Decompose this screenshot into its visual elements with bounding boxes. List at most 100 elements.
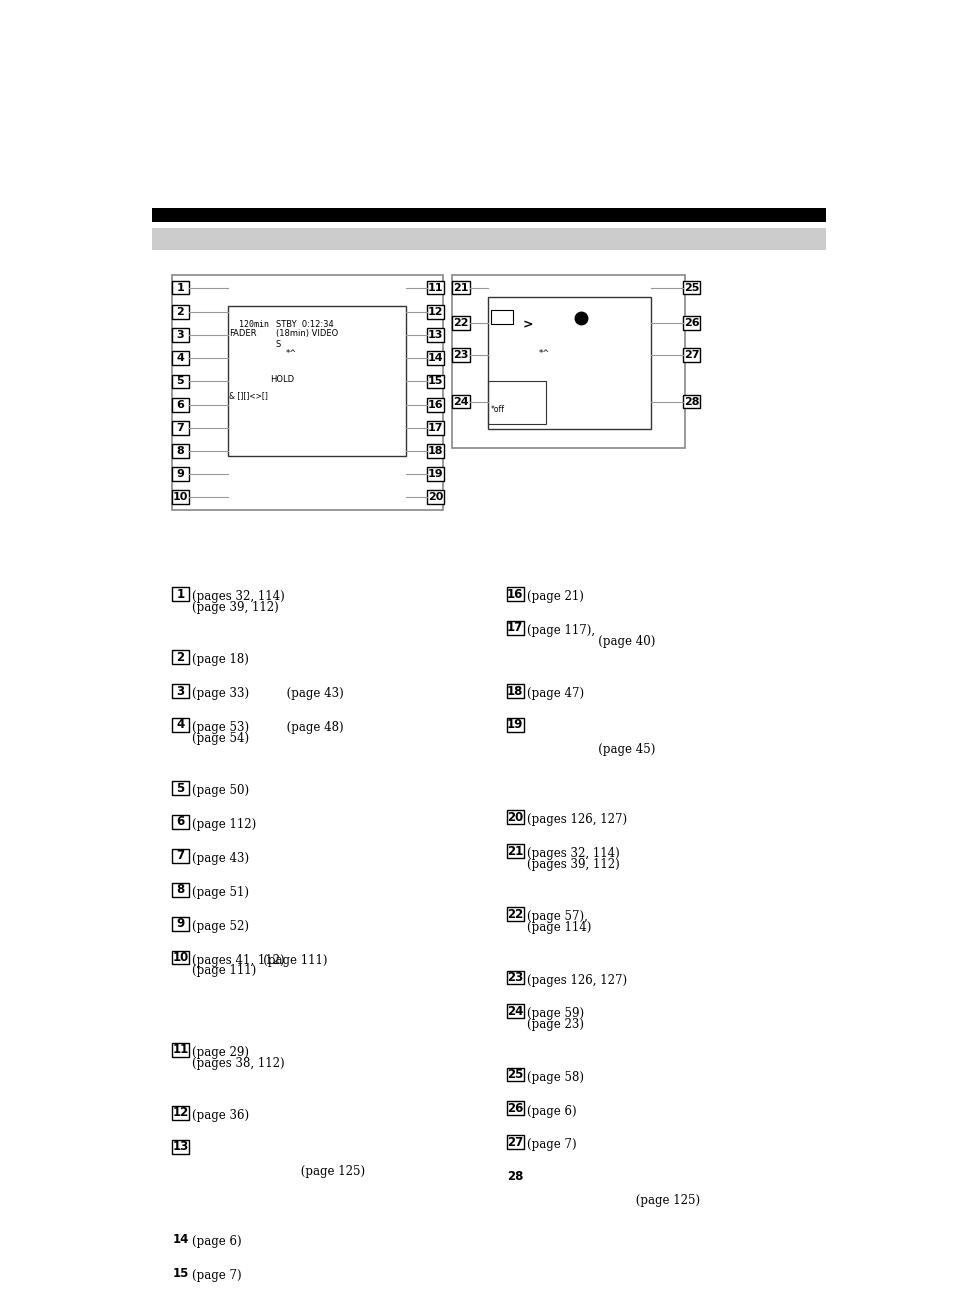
Text: 25: 25 xyxy=(507,1068,523,1081)
Text: STBY  0:12:34: STBY 0:12:34 xyxy=(275,320,334,329)
Bar xyxy=(172,352,189,365)
Bar xyxy=(427,352,443,365)
Text: FADER: FADER xyxy=(229,329,256,338)
Bar xyxy=(506,587,523,601)
Bar xyxy=(172,1141,189,1154)
Bar xyxy=(172,275,443,511)
Bar xyxy=(427,466,443,481)
Bar xyxy=(172,1105,189,1120)
Bar xyxy=(427,374,443,388)
Bar xyxy=(427,305,443,320)
Text: 2: 2 xyxy=(176,307,184,317)
Bar xyxy=(682,316,700,330)
Text: (page 51): (page 51) xyxy=(192,886,249,899)
Text: (18min) VIDEO: (18min) VIDEO xyxy=(275,329,337,338)
Text: *^: *^ xyxy=(537,349,549,359)
Text: (page 52): (page 52) xyxy=(192,920,249,933)
Text: 22: 22 xyxy=(453,318,468,327)
Text: 4: 4 xyxy=(176,353,184,364)
Text: 7: 7 xyxy=(176,422,184,433)
Text: (page 6): (page 6) xyxy=(192,1235,241,1248)
Text: (page 7): (page 7) xyxy=(526,1138,576,1151)
Bar xyxy=(682,395,700,408)
Bar xyxy=(682,348,700,362)
Text: 11: 11 xyxy=(427,283,443,292)
Text: (pages 39, 112): (pages 39, 112) xyxy=(526,859,619,872)
Bar xyxy=(506,811,523,825)
Bar xyxy=(506,908,523,921)
Text: (page 111): (page 111) xyxy=(192,953,327,966)
Text: (page 39, 112): (page 39, 112) xyxy=(192,601,278,614)
Text: 14: 14 xyxy=(427,353,443,364)
Text: 11: 11 xyxy=(172,1043,189,1056)
Text: 10: 10 xyxy=(172,951,189,964)
Bar xyxy=(172,917,189,930)
Bar xyxy=(506,1135,523,1150)
Text: (page 111): (page 111) xyxy=(192,964,256,977)
Bar xyxy=(152,208,825,222)
Bar xyxy=(172,329,189,342)
Text: 4: 4 xyxy=(176,718,185,731)
Bar xyxy=(427,490,443,504)
Bar xyxy=(506,1068,523,1082)
Text: (page 58): (page 58) xyxy=(526,1070,583,1083)
Text: 13: 13 xyxy=(172,1141,189,1154)
Text: (pages 126, 127): (pages 126, 127) xyxy=(526,974,626,987)
Text: (page 53)          (page 48): (page 53) (page 48) xyxy=(192,721,343,734)
Text: (page 114): (page 114) xyxy=(526,921,591,934)
Text: 20: 20 xyxy=(427,492,443,501)
Bar xyxy=(172,951,189,964)
Bar xyxy=(172,281,189,295)
Bar xyxy=(172,814,189,829)
Bar xyxy=(506,1102,523,1116)
Text: (page 33)          (page 43): (page 33) (page 43) xyxy=(192,687,343,700)
Bar xyxy=(506,844,523,859)
Text: 15: 15 xyxy=(172,1267,189,1280)
Text: (page 43): (page 43) xyxy=(192,852,249,865)
Bar xyxy=(172,1043,189,1057)
Text: 27: 27 xyxy=(683,351,699,360)
Text: 5: 5 xyxy=(176,782,185,795)
Text: (page 23): (page 23) xyxy=(526,1018,583,1031)
Text: (page 125): (page 125) xyxy=(526,1194,700,1207)
Text: (page 59): (page 59) xyxy=(526,1008,583,1021)
Bar xyxy=(172,466,189,481)
Text: 120min: 120min xyxy=(229,320,269,329)
Text: 13: 13 xyxy=(427,330,443,340)
Text: (pages 41, 112): (pages 41, 112) xyxy=(192,953,284,966)
Text: 23: 23 xyxy=(507,970,523,983)
Bar xyxy=(452,348,469,362)
Bar xyxy=(452,316,469,330)
Text: 12: 12 xyxy=(172,1107,189,1120)
Bar xyxy=(172,685,189,698)
Bar xyxy=(506,685,523,698)
Text: >: > xyxy=(522,318,533,331)
Text: 23: 23 xyxy=(453,351,468,360)
Text: 21: 21 xyxy=(453,283,468,292)
Text: 1: 1 xyxy=(176,283,184,292)
Bar xyxy=(506,1004,523,1018)
Text: *off: *off xyxy=(490,404,504,413)
Bar xyxy=(488,382,546,423)
Text: 6: 6 xyxy=(176,400,184,409)
Bar xyxy=(427,281,443,295)
Bar xyxy=(172,848,189,863)
Bar xyxy=(172,587,189,601)
Bar xyxy=(172,490,189,504)
Text: 19: 19 xyxy=(507,718,523,731)
Text: (page 117),: (page 117), xyxy=(526,624,595,637)
Bar xyxy=(172,421,189,435)
Text: (page 40): (page 40) xyxy=(526,635,655,648)
Text: (page 50): (page 50) xyxy=(192,785,249,798)
Bar xyxy=(491,310,513,323)
Bar xyxy=(172,1233,189,1246)
Text: 10: 10 xyxy=(172,492,188,501)
Bar xyxy=(172,651,189,664)
Bar xyxy=(172,1267,189,1280)
Text: 24: 24 xyxy=(453,396,468,407)
Bar xyxy=(452,275,684,448)
Bar xyxy=(172,397,189,412)
Text: 2: 2 xyxy=(176,651,184,664)
Bar xyxy=(172,444,189,457)
Text: S: S xyxy=(275,340,281,349)
